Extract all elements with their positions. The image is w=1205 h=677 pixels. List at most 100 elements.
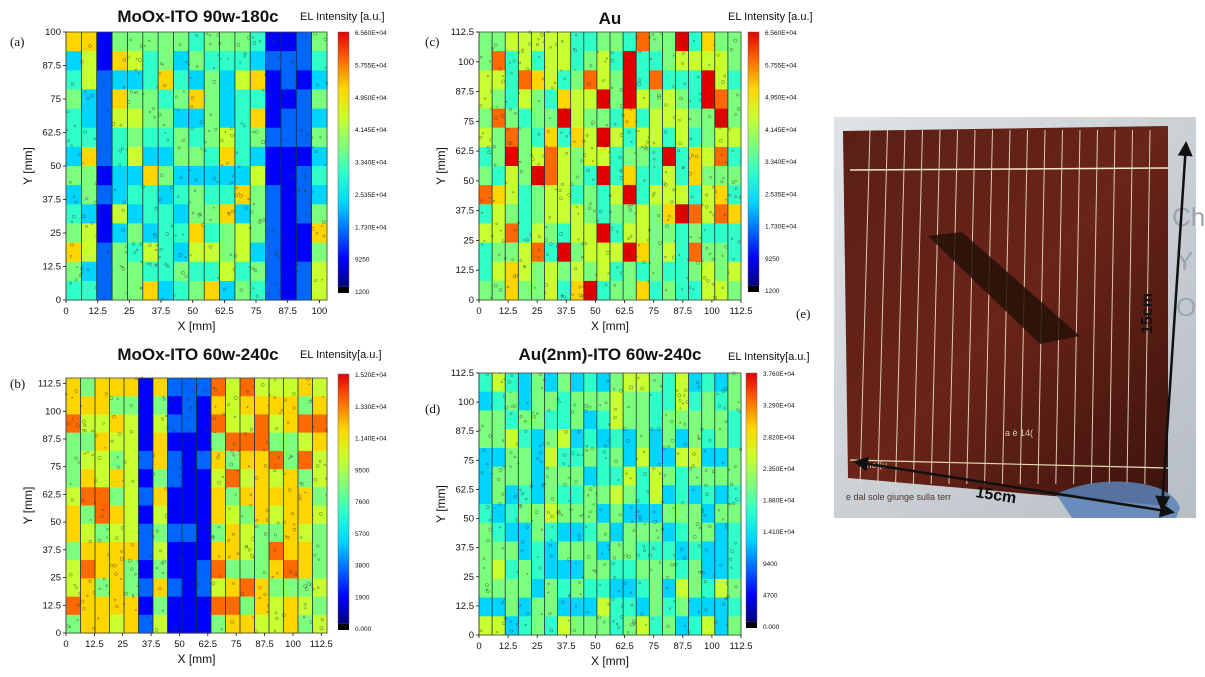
heatmap-cell	[557, 166, 572, 186]
contour-speckle	[687, 467, 692, 471]
heatmap-cell	[66, 450, 82, 470]
heatmap-cell	[623, 560, 637, 580]
heatmap-cell	[675, 373, 690, 393]
heatmap-cell	[662, 522, 677, 542]
contour-speckle	[536, 556, 539, 558]
contour-speckle	[638, 518, 643, 522]
colorbar	[337, 373, 350, 625]
x-tick-label: 87.5	[278, 306, 297, 317]
heatmap-cell	[95, 578, 111, 598]
contour-speckle	[578, 581, 582, 584]
heatmap-cell	[311, 70, 328, 90]
heatmap-cell	[505, 204, 519, 224]
contour-speckle	[547, 582, 550, 585]
heatmap-cell	[109, 469, 125, 488]
contour-speckle	[110, 563, 114, 567]
contour-speckle	[718, 126, 722, 130]
heatmap-cell	[250, 261, 267, 282]
heatmap-cell	[311, 146, 328, 167]
heatmap-cell	[570, 127, 585, 148]
heatmap-cell	[623, 127, 637, 148]
contour-speckle	[690, 195, 694, 199]
heatmap-cell	[662, 89, 677, 110]
heatmap-cell	[610, 597, 624, 617]
contour-speckle	[604, 532, 607, 536]
contour-speckle	[133, 91, 136, 94]
heatmap-cell	[211, 487, 227, 507]
heatmap-cell	[649, 51, 663, 71]
contour-speckle	[234, 493, 237, 496]
heatmap-cell	[254, 523, 270, 543]
heatmap-cell	[167, 560, 183, 579]
heatmap-cell	[167, 487, 183, 507]
contour-speckle	[105, 584, 108, 587]
contour-speckle	[587, 206, 592, 210]
contour-speckle	[137, 531, 141, 535]
contour-speckle	[664, 130, 668, 134]
contour-speckle	[287, 43, 290, 47]
contour-speckle	[195, 34, 199, 37]
heatmap-cell	[610, 466, 624, 486]
heatmap-cell	[662, 223, 677, 244]
heatmap-cell	[283, 378, 299, 397]
heatmap-cell	[225, 450, 241, 470]
contour-speckle	[737, 401, 740, 403]
contour-speckle	[178, 466, 182, 470]
heatmap-cell	[492, 127, 506, 148]
heatmap-cell	[124, 396, 140, 415]
contour-speckle	[663, 474, 667, 477]
contour-speckle	[292, 267, 296, 270]
heatmap-cell	[142, 204, 159, 224]
contour-speckle	[212, 67, 215, 70]
heatmap-cell	[269, 414, 285, 434]
heatmap-cell	[714, 204, 729, 224]
x-tick-label: 0	[476, 306, 481, 317]
contour-speckle	[592, 178, 595, 181]
contour-speckle	[69, 281, 72, 285]
heatmap-cell	[81, 223, 98, 244]
heatmap-cell	[623, 223, 637, 244]
contour-speckle	[598, 209, 603, 214]
contour-speckle	[80, 59, 84, 64]
contour-speckle	[200, 147, 203, 150]
contour-speckle	[497, 66, 502, 71]
contour-speckle	[486, 463, 489, 466]
contour-speckle	[533, 173, 536, 176]
heatmap-cell	[211, 614, 227, 634]
contour-speckle	[563, 295, 566, 299]
heatmap-cell	[505, 261, 519, 282]
contour-speckle	[702, 595, 705, 598]
contour-speckle	[204, 141, 207, 144]
contour-speckle	[177, 559, 180, 562]
panel-letter: (c)	[425, 34, 439, 49]
contour-speckle	[524, 623, 527, 627]
contour-speckle	[538, 450, 543, 455]
contour-speckle	[91, 453, 94, 457]
heatmap-cell	[182, 432, 198, 452]
contour-speckle	[73, 195, 76, 198]
heatmap-cell	[544, 261, 559, 282]
contour-speckle	[642, 544, 646, 548]
contour-speckle	[247, 197, 250, 201]
heatmap-cell	[80, 432, 96, 452]
contour-speckle	[693, 39, 696, 43]
heatmap-cell	[219, 70, 236, 90]
heatmap-cell	[265, 127, 282, 148]
heatmap-cell	[505, 578, 519, 599]
contour-speckle	[102, 577, 106, 581]
contour-speckle	[251, 36, 255, 39]
contour-speckle	[613, 407, 617, 411]
heatmap-cell	[557, 223, 572, 244]
heatmap-cell	[544, 108, 559, 129]
heatmap-cell	[240, 450, 256, 470]
contour-speckle	[582, 153, 587, 157]
contour-speckle	[262, 571, 266, 575]
contour-speckle	[121, 147, 124, 150]
heatmap-cell	[675, 466, 690, 486]
contour-speckle	[538, 566, 542, 570]
heatmap-cell	[211, 432, 227, 452]
contour-speckle	[510, 72, 513, 75]
contour-speckle	[114, 536, 119, 540]
contour-speckle	[567, 476, 570, 479]
contour-speckle	[561, 600, 565, 604]
